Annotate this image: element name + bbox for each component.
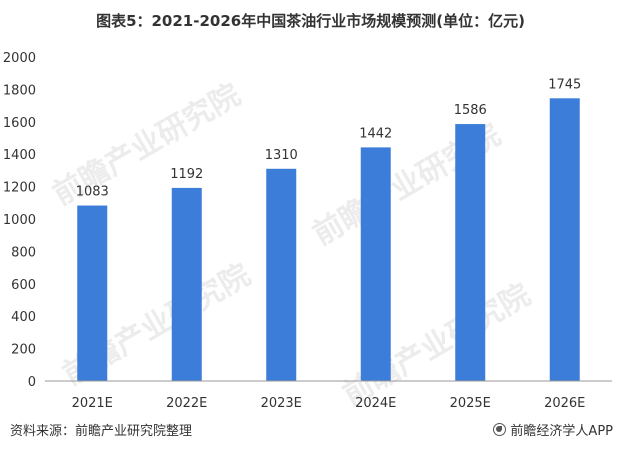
y-tick-label: 1600 [3,116,36,131]
y-axis: 0 200 400 600 800 1000 1200 1400 1600 1800 2000 [3,51,36,390]
chart-title: 图表5：2021-2026年中国茶油行业市场规模预测(单位：亿元) [96,12,525,30]
y-tick-label: 1800 [3,83,36,98]
x-tick-label: 2023E [261,396,302,411]
bars: 1083 1192 1310 1442 1586 1745 [76,77,581,382]
bar-2021E [77,205,108,381]
bar-2026E [549,98,580,381]
y-tick-label: 1400 [3,148,36,163]
x-tick-label: 2026E [544,396,585,411]
bar-2023E [266,168,297,381]
data-label: 1083 [76,185,109,200]
y-tick-label: 2000 [3,51,36,66]
x-axis: 2021E 2022E 2023E 2024E 2025E 2026E [45,380,612,411]
bar-2024E [360,147,391,381]
bar-2025E [455,124,486,382]
brand-credit: 前瞻经济学人APP [493,420,613,439]
y-tick-label: 0 [28,375,36,390]
y-tick-label: 200 [11,343,36,358]
data-label: 1745 [548,77,581,92]
brand-logo-icon [493,423,507,436]
brand-label: 前瞻经济学人APP [510,424,613,439]
y-tick-label: 400 [11,310,36,325]
data-label: 1310 [265,148,298,163]
data-label: 1192 [170,167,203,182]
x-tick-label: 2021E [72,396,113,411]
x-tick-label: 2025E [450,396,491,411]
y-tick-label: 800 [11,245,36,260]
x-tick-label: 2024E [355,396,396,411]
data-label: 1442 [359,126,392,141]
data-label: 1586 [454,103,487,118]
x-tick-label: 2022E [166,396,207,411]
y-tick-label: 1200 [3,181,36,196]
source-note: 资料来源：前瞻产业研究院整理 [10,424,193,439]
y-tick-label: 1000 [3,213,36,228]
y-tick-label: 600 [11,278,36,293]
bar-2022E [171,187,202,381]
